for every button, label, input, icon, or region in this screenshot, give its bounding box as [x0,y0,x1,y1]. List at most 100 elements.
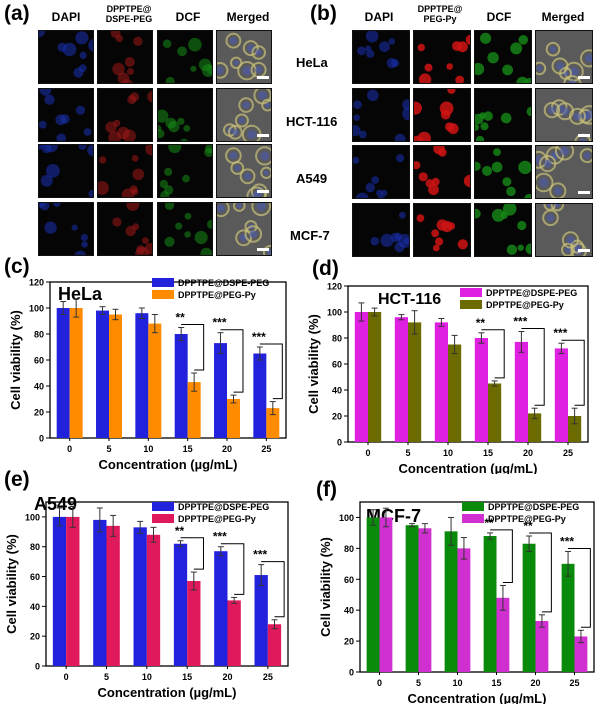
dcf-micrograph [474,30,532,84]
y-axis-label: Cell viability (%) [318,537,333,637]
bar [56,308,70,438]
bar [174,334,188,438]
y-tick-label: 20 [332,412,342,422]
y-tick-label: 60 [30,572,40,582]
dapi-micrograph [352,30,410,84]
x-tick-label: 0 [377,678,382,688]
chart-title: A549 [34,494,77,514]
panel-b-col-merged: Merged [541,10,585,24]
x-axis-label: Concentration (µg/mL) [98,685,237,700]
dcf-micrograph [157,30,213,84]
significance-label: *** [553,326,567,340]
x-tick-label: 5 [416,678,421,688]
bar [354,312,368,442]
dcf-micrograph [157,202,213,256]
dcf-micrograph [474,88,532,142]
bar [368,312,382,442]
chart-title: HCT-116 [378,291,441,308]
x-tick-label: 20 [530,678,540,688]
panel-a-col-dspe: DPPTPE@ DSPE-PEG [105,4,153,24]
merged-micrograph [216,30,272,84]
y-tick-label: 80 [30,542,40,552]
bar [444,531,458,672]
significance-label: ** [476,316,486,330]
significance-bracket [259,343,283,400]
red-micrograph [97,30,153,84]
significance-label: ** [176,311,186,325]
legend-label: DPPTPE@PEG-Py [178,514,256,524]
bar [394,317,408,442]
bar [146,534,161,666]
red-micrograph [413,88,471,142]
y-axis-label: Cell viability (%) [4,534,19,634]
dapi-micrograph [38,88,94,142]
x-tick-label: 20 [222,444,232,454]
x-axis-label: Concentration (µg/mL) [99,457,238,472]
y-tick-label: 120 [327,282,342,292]
red-micrograph [97,144,153,198]
significance-bracket [261,561,285,618]
y-tick-label: 120 [29,278,44,288]
bar [522,543,536,672]
x-axis-label: Concentration (µg/mL) [399,461,538,474]
y-tick-label: 40 [332,386,342,396]
merged-micrograph [216,202,272,256]
x-tick-label: 10 [143,444,153,454]
y-tick-label: 20 [34,408,44,418]
legend-swatch [462,502,484,511]
merged-micrograph [216,144,272,198]
panel-b-row-hct116: HCT-116 [286,114,338,129]
x-tick-label: 10 [142,672,152,682]
bar [514,341,528,442]
red-micrograph [413,203,471,257]
legend-swatch [460,300,482,309]
bar [253,353,267,438]
significance-bracket [561,339,585,406]
x-tick-label: 25 [263,672,273,682]
significance-label: *** [253,548,267,562]
bar [474,338,488,442]
significance-label: *** [513,315,527,329]
red-micrograph [97,88,153,142]
legend-label: DPPTPE@DSPE-PEG [178,502,269,512]
y-tick-label: 20 [30,632,40,642]
bar [106,525,120,666]
significance-bracket [568,547,591,628]
bar [214,551,228,666]
merged-micrograph [216,88,272,142]
bar [52,516,67,666]
dcf-micrograph [157,144,213,198]
significance-label: ** [175,524,185,538]
bar [227,399,240,438]
bar [535,621,549,672]
x-tick-label: 0 [67,444,72,454]
legend-label: DPPTPE@DSPE-PEG [488,502,579,512]
legend-swatch [462,514,484,523]
bar [496,597,510,672]
significance-bracket [181,324,205,371]
bar [266,408,280,438]
plot-frame [359,501,595,673]
bar [418,528,432,672]
x-tick-label: 10 [443,448,453,458]
bar [379,517,393,672]
panel-a-letter: (a) [4,2,30,25]
x-tick-label: 5 [104,672,109,682]
bar [214,343,227,438]
legend-label: DPPTPE@PEG-Py [178,290,256,300]
bar [574,636,588,672]
x-tick-label: 5 [106,444,111,454]
dapi-micrograph [38,30,94,84]
y-tick-label: 60 [344,575,354,585]
panel-a-col-dapi: DAPI [51,10,81,24]
x-tick-label: 20 [222,672,232,682]
panel-d-letter: (d) [312,257,339,280]
y-tick-label: 100 [25,512,40,522]
significance-label: *** [213,316,227,330]
y-tick-label: 60 [332,360,342,370]
y-axis-label: Cell viability (%) [306,314,321,414]
y-tick-label: 0 [39,434,44,444]
bar [448,344,462,442]
bar [528,413,542,442]
legend-label: DPPTPE@PEG-Py [486,300,564,310]
